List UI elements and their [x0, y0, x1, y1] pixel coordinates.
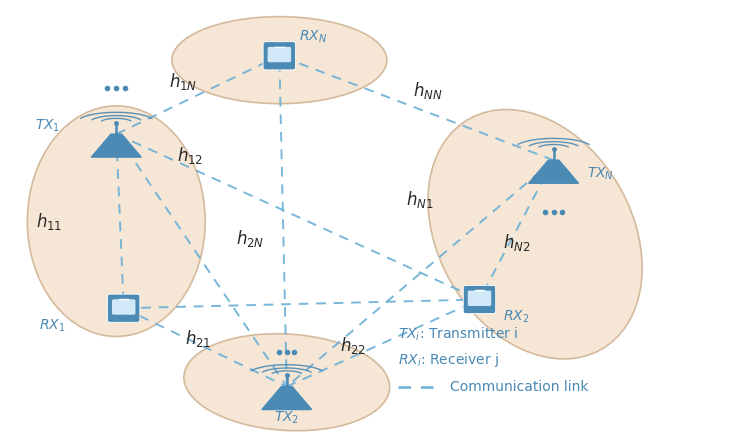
Text: $h_{1N}$: $h_{1N}$ [169, 71, 197, 92]
Ellipse shape [28, 106, 205, 336]
FancyBboxPatch shape [107, 294, 140, 322]
Text: $h_{21}$: $h_{21}$ [185, 328, 211, 349]
Text: $h_{11}$: $h_{11}$ [36, 211, 62, 232]
Ellipse shape [428, 110, 642, 359]
Text: $h_{N1}$: $h_{N1}$ [406, 189, 434, 210]
FancyBboxPatch shape [112, 299, 135, 315]
Text: $TX_i$: Transmitter i: $TX_i$: Transmitter i [398, 325, 519, 343]
Ellipse shape [184, 334, 390, 431]
Polygon shape [92, 134, 141, 157]
FancyBboxPatch shape [464, 286, 496, 314]
Text: $RX_2$: $RX_2$ [504, 309, 530, 325]
Text: $TX_N$: $TX_N$ [587, 165, 614, 181]
FancyBboxPatch shape [263, 42, 295, 70]
Text: $h_{22}$: $h_{22}$ [340, 335, 367, 356]
Polygon shape [529, 160, 579, 183]
FancyBboxPatch shape [468, 290, 491, 306]
Text: $h_{N2}$: $h_{N2}$ [503, 233, 530, 254]
Ellipse shape [172, 17, 387, 104]
Text: $TX_1$: $TX_1$ [35, 117, 60, 134]
Polygon shape [262, 387, 312, 410]
Text: $RX_N$: $RX_N$ [298, 29, 327, 45]
Text: $h_{12}$: $h_{12}$ [177, 145, 204, 166]
FancyBboxPatch shape [268, 47, 291, 62]
Text: $TX_2$: $TX_2$ [274, 410, 299, 426]
Text: $h_{2N}$: $h_{2N}$ [236, 228, 264, 249]
Text: Communication link: Communication link [450, 380, 589, 394]
Text: $h_{NN}$: $h_{NN}$ [413, 80, 443, 101]
Text: $RX_i$: Receiver j: $RX_i$: Receiver j [398, 351, 499, 369]
Text: $RX_1$: $RX_1$ [39, 318, 65, 334]
